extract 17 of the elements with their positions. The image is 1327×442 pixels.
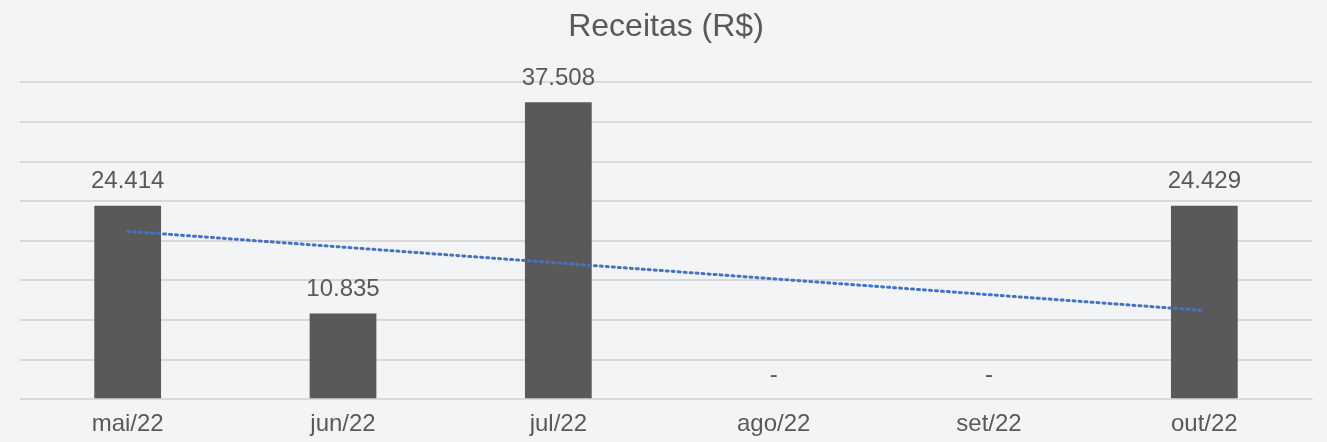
x-tick-label: ago/22 [736, 409, 811, 437]
x-tick-label: mai/22 [91, 409, 164, 437]
data-label: 24.429 [1167, 166, 1242, 194]
data-label: 10.835 [306, 274, 380, 302]
bar [524, 102, 592, 399]
bar [1170, 205, 1238, 399]
x-tick-label: set/22 [956, 409, 1022, 437]
data-label: 24.414 [90, 166, 165, 194]
bar [309, 313, 377, 399]
data-label: - [769, 359, 778, 387]
x-tick-label: out/22 [1170, 409, 1238, 437]
chart-title: Receitas (R$) [568, 7, 764, 44]
x-tick-label: jun/22 [309, 409, 376, 437]
data-label: - [985, 359, 993, 387]
x-tick-label: jul/22 [528, 409, 588, 437]
data-label: 37.508 [521, 62, 596, 90]
bar [94, 205, 162, 399]
